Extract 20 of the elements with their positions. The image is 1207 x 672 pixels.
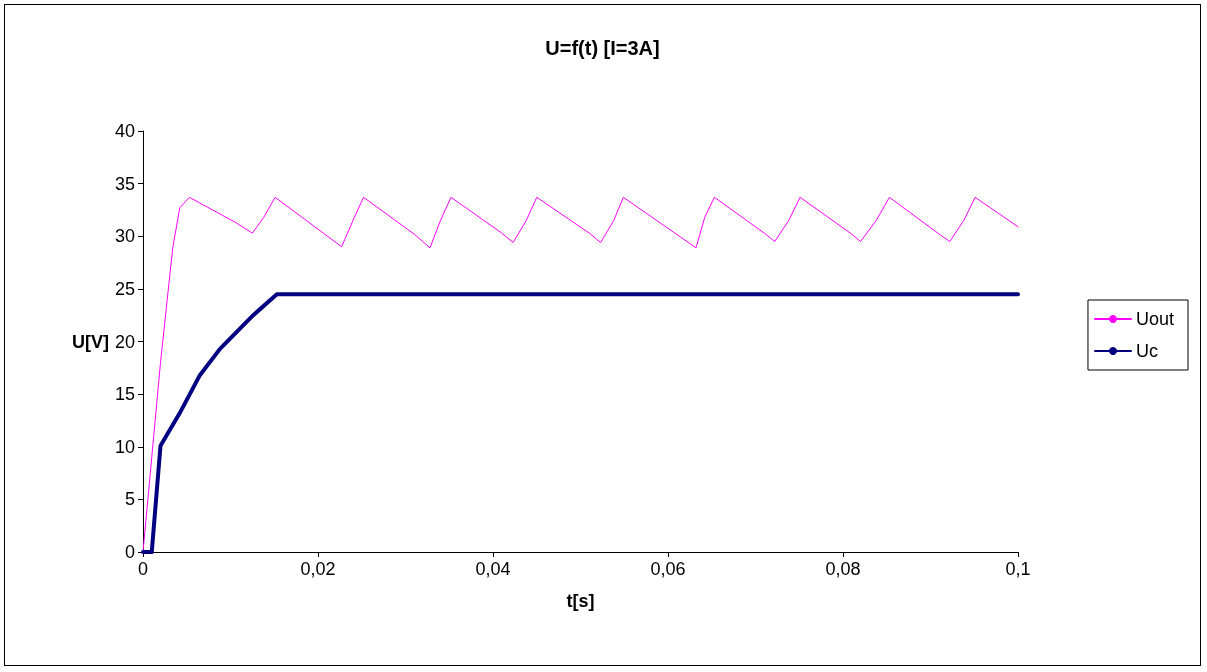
x-tick-label: 0,06 — [650, 559, 686, 579]
y-tick-label: 15 — [114, 384, 135, 405]
x-tick-label: 0,04 — [475, 559, 511, 579]
y-tick-label: 10 — [114, 436, 135, 457]
legend-label: Uout — [1135, 309, 1175, 329]
x-tick-label: 0 — [137, 559, 149, 579]
y-tick-label: 40 — [114, 121, 135, 141]
y-tick-label: 35 — [114, 173, 135, 194]
legend-label: Uc — [1135, 341, 1158, 361]
y-tick-label: 20 — [114, 331, 135, 352]
y-tick-label: 30 — [114, 226, 135, 247]
y-tick-label: 0 — [124, 542, 135, 562]
x-axis-title: t[s] — [566, 591, 595, 611]
x-tick-label: 0,02 — [300, 559, 336, 579]
x-tick-label: 0,08 — [825, 559, 861, 579]
y-tick-label: 5 — [124, 489, 135, 510]
y-tick-label: 25 — [114, 278, 135, 299]
chart-title: U=f(t) [I=3A] — [545, 37, 660, 59]
x-tick-label: 0,1 — [1005, 559, 1031, 579]
y-axis-title: U[V] — [72, 331, 110, 352]
